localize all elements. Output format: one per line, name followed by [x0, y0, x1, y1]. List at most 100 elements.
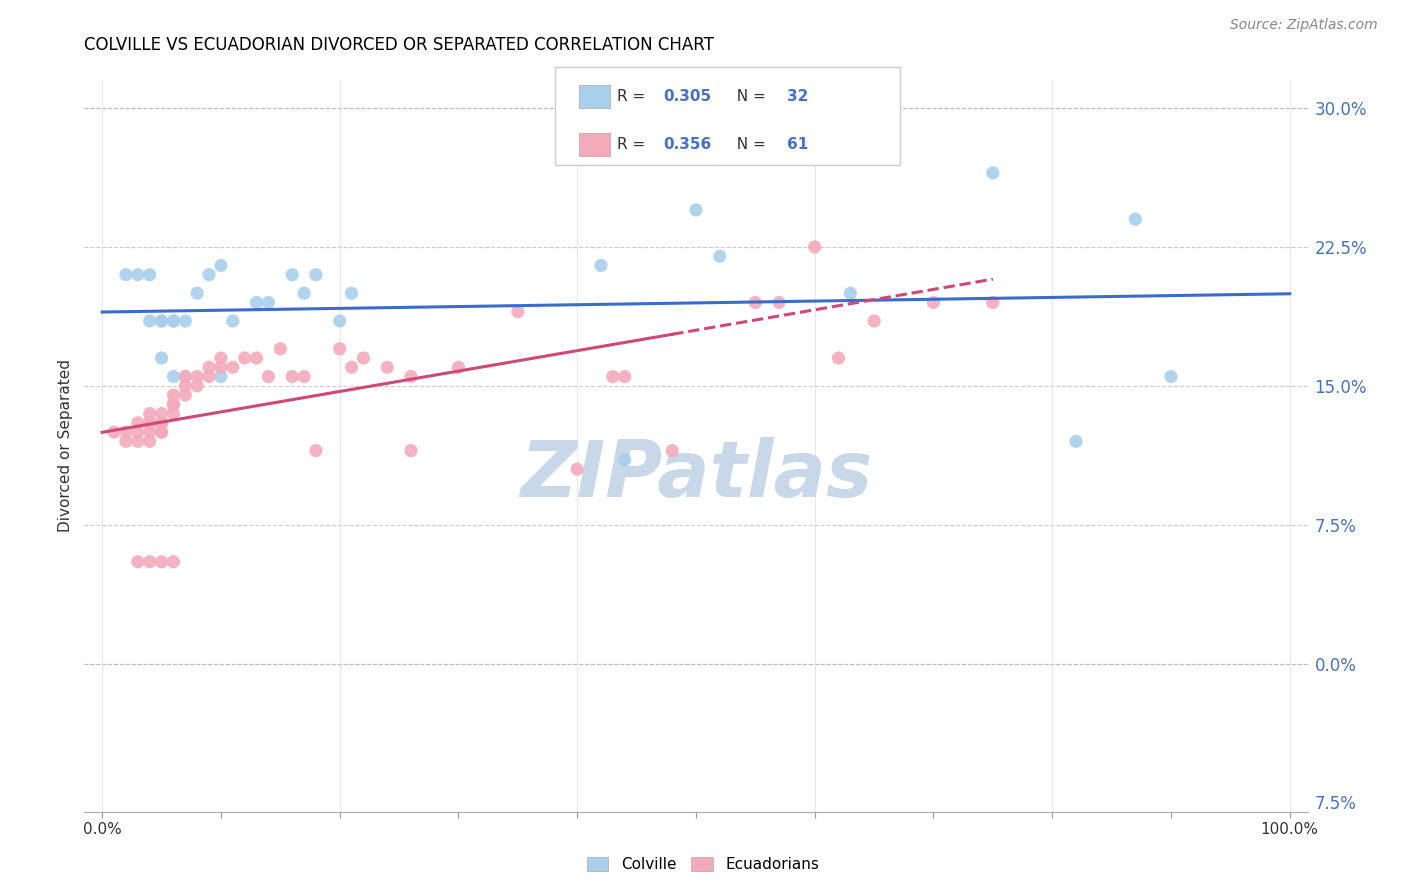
Point	[981, 295, 1004, 310]
Point	[138, 314, 160, 328]
Point	[150, 555, 173, 569]
Point	[803, 240, 825, 254]
Point	[329, 314, 352, 328]
Point	[613, 369, 636, 384]
Point	[115, 425, 138, 439]
Point	[222, 314, 245, 328]
Point	[506, 304, 529, 318]
Point	[198, 369, 221, 384]
Text: N =: N =	[727, 137, 770, 152]
Point	[127, 425, 149, 439]
Point	[103, 425, 125, 439]
Text: N =: N =	[727, 89, 770, 103]
Point	[1160, 369, 1182, 384]
Point	[1064, 434, 1087, 449]
Point	[329, 342, 352, 356]
Point	[292, 286, 315, 301]
Point	[162, 397, 184, 411]
Point	[981, 166, 1004, 180]
Point	[269, 342, 291, 356]
Text: 0.356: 0.356	[664, 137, 711, 152]
Point	[150, 416, 173, 430]
Point	[127, 416, 149, 430]
Point	[174, 369, 197, 384]
Text: 0.305: 0.305	[664, 89, 711, 103]
Point	[352, 351, 374, 365]
Point	[162, 407, 184, 421]
Point	[602, 369, 624, 384]
Text: R =: R =	[617, 137, 651, 152]
Point	[150, 351, 173, 365]
Text: R =: R =	[617, 89, 651, 103]
Point	[233, 351, 256, 365]
Point	[305, 268, 328, 282]
Point	[162, 397, 184, 411]
Text: 32: 32	[787, 89, 808, 103]
Point	[245, 295, 267, 310]
Point	[138, 416, 160, 430]
Point	[115, 268, 138, 282]
Point	[399, 369, 422, 384]
Point	[162, 388, 184, 402]
Point	[150, 407, 173, 421]
Text: 61: 61	[787, 137, 808, 152]
Point	[138, 268, 160, 282]
Point	[589, 259, 612, 273]
Point	[661, 443, 683, 458]
Point	[863, 314, 886, 328]
Point	[305, 443, 328, 458]
Point	[138, 555, 160, 569]
Point	[340, 286, 363, 301]
Point	[138, 407, 160, 421]
Point	[198, 268, 221, 282]
Point	[209, 351, 232, 365]
Point	[685, 202, 707, 217]
Point	[257, 295, 280, 310]
Point	[827, 351, 849, 365]
Point	[186, 379, 208, 393]
Point	[744, 295, 766, 310]
Point	[209, 369, 232, 384]
Point	[245, 351, 267, 365]
Point	[375, 360, 398, 375]
Point	[127, 434, 149, 449]
Y-axis label: Divorced or Separated: Divorced or Separated	[58, 359, 73, 533]
Point	[1125, 212, 1147, 227]
Point	[567, 462, 589, 476]
Point	[174, 314, 197, 328]
Point	[281, 268, 304, 282]
Point	[150, 314, 173, 328]
Point	[138, 434, 160, 449]
Point	[127, 268, 149, 282]
Point	[138, 425, 160, 439]
Point	[186, 286, 208, 301]
Point	[174, 369, 197, 384]
Point	[613, 453, 636, 467]
Text: COLVILLE VS ECUADORIAN DIVORCED OR SEPARATED CORRELATION CHART: COLVILLE VS ECUADORIAN DIVORCED OR SEPAR…	[84, 36, 714, 54]
Point	[150, 425, 173, 439]
Point	[447, 360, 470, 375]
Point	[768, 295, 790, 310]
Point	[340, 360, 363, 375]
Point	[839, 286, 862, 301]
Point	[162, 555, 184, 569]
Point	[162, 369, 184, 384]
Point	[709, 249, 731, 263]
Point	[292, 369, 315, 384]
Text: ZIPatlas: ZIPatlas	[520, 437, 872, 513]
Point	[257, 369, 280, 384]
Point	[209, 259, 232, 273]
Point	[162, 314, 184, 328]
Point	[222, 360, 245, 375]
Point	[281, 369, 304, 384]
Text: Source: ZipAtlas.com: Source: ZipAtlas.com	[1230, 18, 1378, 32]
Point	[198, 360, 221, 375]
Legend: Colville, Ecuadorians: Colville, Ecuadorians	[579, 849, 827, 880]
Point	[162, 314, 184, 328]
Point	[186, 369, 208, 384]
Point	[399, 443, 422, 458]
Point	[209, 360, 232, 375]
Point	[602, 120, 624, 134]
Point	[922, 295, 945, 310]
Point	[115, 434, 138, 449]
